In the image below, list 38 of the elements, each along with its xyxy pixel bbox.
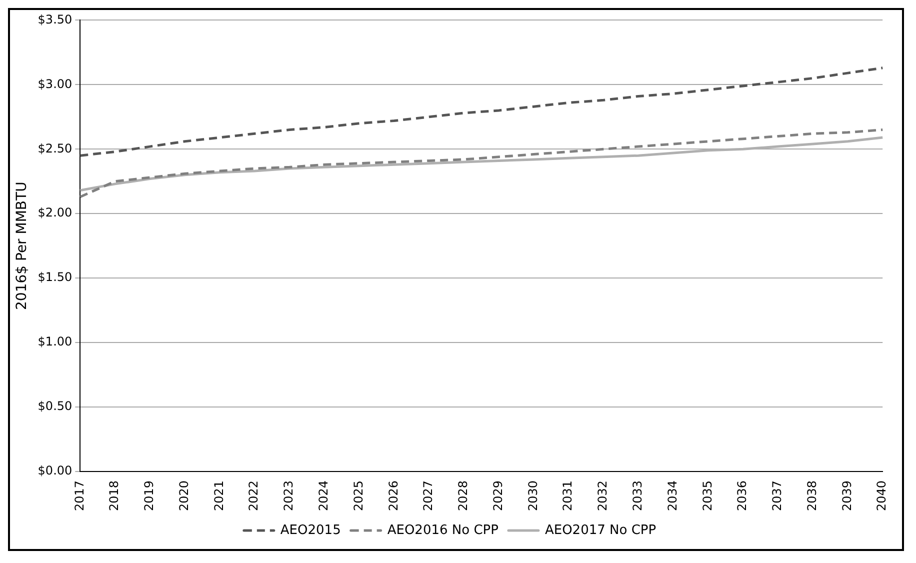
y-tick-label: $3.00 bbox=[38, 76, 72, 91]
x-tick-label: 2024 bbox=[316, 480, 330, 512]
line-series bbox=[78, 66, 884, 157]
x-tick-label: 2022 bbox=[246, 480, 261, 512]
line-series bbox=[78, 128, 884, 198]
x-tick-label: 2026 bbox=[386, 480, 400, 512]
x-tick-label: 2036 bbox=[735, 480, 750, 512]
y-tick-label: $1.00 bbox=[38, 334, 72, 349]
x-tick-label: 2030 bbox=[526, 480, 540, 512]
y-tick-label: $2.00 bbox=[38, 206, 72, 220]
x-tick-label: 2034 bbox=[665, 480, 680, 512]
x-tick-label: 2020 bbox=[176, 480, 191, 512]
x-tick-label: 2032 bbox=[596, 480, 610, 512]
y-tick-label: $1.50 bbox=[38, 270, 72, 284]
y-tick-label: $3.50 bbox=[38, 12, 72, 26]
legend-label: AEO2017 No CPP bbox=[544, 522, 656, 538]
x-tick-label: 2018 bbox=[107, 480, 122, 512]
y-tick-label: $2.50 bbox=[38, 141, 72, 156]
x-tick-label: 2029 bbox=[490, 480, 505, 512]
x-tick-label: 2037 bbox=[770, 480, 784, 512]
legend-label: AEO2015 bbox=[280, 522, 341, 538]
y-tick-label: $0.00 bbox=[38, 464, 72, 478]
x-tick-label: 2025 bbox=[351, 480, 366, 512]
x-tick-label: 2019 bbox=[142, 480, 156, 512]
x-tick-label: 2040 bbox=[874, 480, 889, 512]
x-tick-label: 2033 bbox=[630, 480, 644, 512]
x-tick-label: 2039 bbox=[840, 480, 854, 512]
legend-label: AEO2016 No CPP bbox=[387, 522, 499, 538]
x-tick-label: 2028 bbox=[456, 480, 470, 512]
x-tick-label: 2021 bbox=[212, 480, 226, 512]
y-axis-title: 2016$ Per MMBTU bbox=[14, 182, 30, 310]
x-tick-label: 2035 bbox=[700, 480, 714, 512]
x-tick-label: 2038 bbox=[804, 480, 819, 512]
x-tick-label: 2027 bbox=[421, 480, 436, 512]
x-tick-label: 2023 bbox=[282, 480, 296, 512]
x-tick-label: 2017 bbox=[72, 480, 86, 512]
x-tick-label: 2031 bbox=[560, 480, 575, 512]
y-tick-label: $0.50 bbox=[38, 399, 72, 414]
